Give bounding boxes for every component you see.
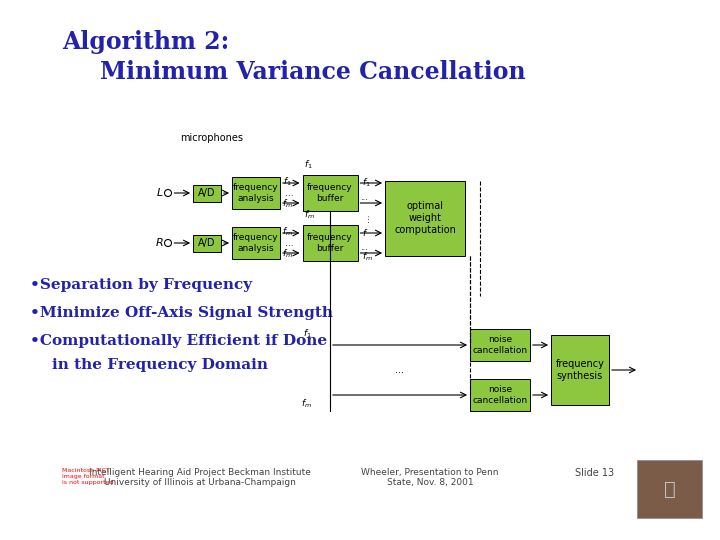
Text: Macintosh PICT
image format
is not supported: Macintosh PICT image format is not suppo… xyxy=(62,468,114,485)
FancyBboxPatch shape xyxy=(302,225,358,261)
Text: ...: ... xyxy=(285,188,294,198)
Text: frequency
buffer: frequency buffer xyxy=(307,233,353,253)
Text: Minimum Variance Cancellation: Minimum Variance Cancellation xyxy=(100,60,526,84)
FancyBboxPatch shape xyxy=(470,329,530,361)
Text: 👓: 👓 xyxy=(664,480,675,498)
Text: frequency
analysis: frequency analysis xyxy=(233,183,279,202)
Text: ...: ... xyxy=(285,239,294,247)
Text: ...: ... xyxy=(361,242,369,252)
FancyBboxPatch shape xyxy=(637,460,702,518)
Circle shape xyxy=(164,240,171,246)
Text: Algorithm 2:: Algorithm 2: xyxy=(62,30,229,54)
Text: frequency
synthesis: frequency synthesis xyxy=(556,359,604,381)
Text: ...: ... xyxy=(362,214,372,222)
FancyBboxPatch shape xyxy=(302,175,358,211)
Text: Intelligent Hearing Aid Project Beckman Institute
University of Illinois at Urba: Intelligent Hearing Aid Project Beckman … xyxy=(89,468,311,488)
Text: noise
cancellation: noise cancellation xyxy=(472,386,528,404)
Text: noise
cancellation: noise cancellation xyxy=(472,335,528,355)
Text: $f_m$: $f_m$ xyxy=(305,208,315,221)
FancyBboxPatch shape xyxy=(193,185,221,201)
FancyBboxPatch shape xyxy=(232,227,280,259)
Text: A/D: A/D xyxy=(198,238,216,248)
Text: •Minimize Off-Axis Signal Strength: •Minimize Off-Axis Signal Strength xyxy=(30,306,333,320)
Text: $f_m$: $f_m$ xyxy=(282,198,293,210)
Text: optimal
weight
computation: optimal weight computation xyxy=(394,201,456,234)
Text: $f$: $f$ xyxy=(362,227,369,239)
Text: $f_m$: $f_m$ xyxy=(282,248,293,260)
Text: L: L xyxy=(157,188,163,198)
Text: frequency
buffer: frequency buffer xyxy=(307,183,353,202)
Text: in the Frequency Domain: in the Frequency Domain xyxy=(52,358,268,372)
Text: $f_1$: $f_1$ xyxy=(362,177,372,189)
FancyBboxPatch shape xyxy=(385,180,465,255)
Text: $f_m$: $f_m$ xyxy=(301,397,312,409)
Text: A/D: A/D xyxy=(198,188,216,198)
Text: R: R xyxy=(156,238,163,248)
Text: ...: ... xyxy=(395,365,405,375)
Text: •Computationally Efficient if Done: •Computationally Efficient if Done xyxy=(30,334,327,348)
FancyBboxPatch shape xyxy=(551,335,609,405)
Text: Wheeler, Presentation to Penn
State, Nov. 8, 2001: Wheeler, Presentation to Penn State, Nov… xyxy=(361,468,499,488)
Text: ...: ... xyxy=(361,192,369,201)
Text: $f_m$: $f_m$ xyxy=(362,251,374,263)
Text: •Separation by Frequency: •Separation by Frequency xyxy=(30,278,252,292)
Text: microphones: microphones xyxy=(180,133,243,143)
Text: $f_m$: $f_m$ xyxy=(282,226,293,238)
Circle shape xyxy=(164,190,171,197)
Text: frequency
analysis: frequency analysis xyxy=(233,233,279,253)
Text: $f_1$: $f_1$ xyxy=(303,327,312,340)
Text: Slide 13: Slide 13 xyxy=(575,468,614,478)
FancyBboxPatch shape xyxy=(232,177,280,209)
Text: $f_1$: $f_1$ xyxy=(305,159,313,171)
Text: $f_1$: $f_1$ xyxy=(283,176,292,188)
FancyBboxPatch shape xyxy=(193,234,221,252)
FancyBboxPatch shape xyxy=(470,379,530,411)
